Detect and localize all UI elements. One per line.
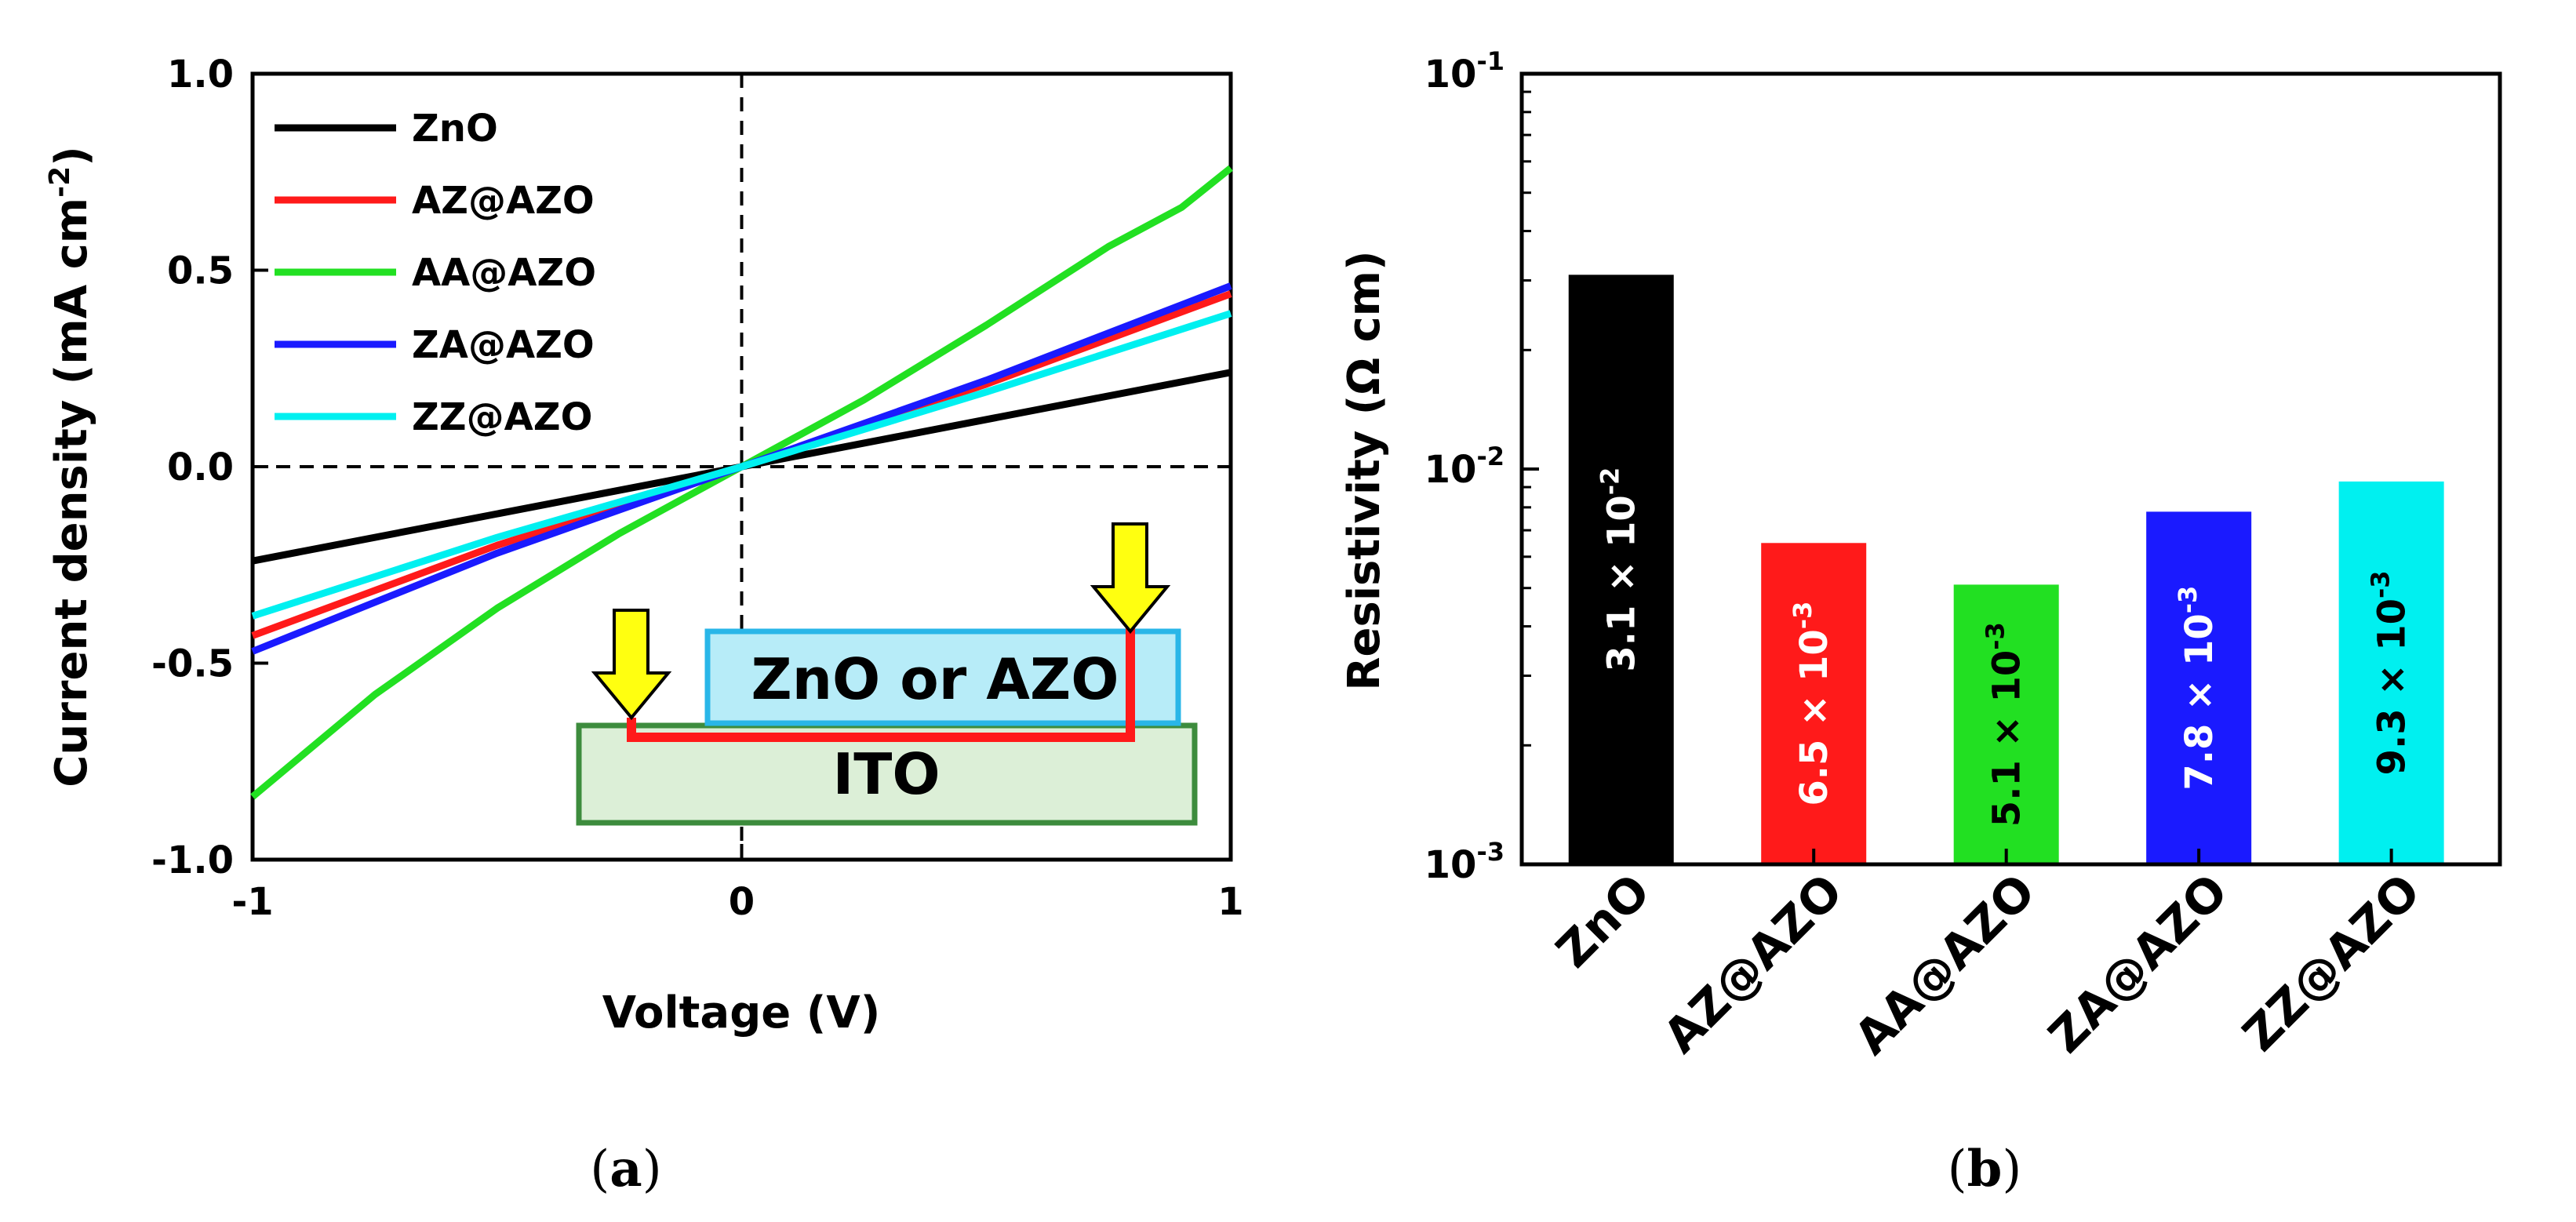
bar-value-label: 5.1 × 10-3 (1981, 622, 2029, 827)
category-label: AZ@AZO (1654, 864, 1854, 1064)
probe-arrow-left-icon (591, 609, 672, 721)
series-line-aa-azo (250, 165, 1233, 800)
zno-azo-label: ZnO or AZO (751, 646, 1119, 712)
plot-b-ticks: 10-3 10-2 10-1 (1424, 46, 2393, 887)
y-tick-label: 0.0 (167, 446, 234, 489)
category-label: ZZ@AZO (2232, 864, 2431, 1062)
bar-value-label: 9.3 × 10-3 (2366, 570, 2414, 775)
series-line-zz-azo (251, 310, 1232, 620)
y-tick-label: -0.5 (151, 642, 234, 686)
x-tick-label: -1 (231, 880, 273, 924)
panel-b-caption: (b) (1948, 1140, 2022, 1198)
panel-a-caption: (a) (590, 1140, 661, 1198)
bar-za-azo (2146, 511, 2252, 864)
y-tick-label: 10-1 (1424, 46, 1504, 96)
device-schematic-inset: ITO ZnO or AZO (576, 522, 1198, 826)
plot-a-y-axis-title: Current density (mA cm-2) (44, 146, 97, 787)
y-tick-label: 1.0 (167, 53, 234, 96)
category-label: ZnO (1546, 864, 1661, 979)
ito-label: ITO (832, 741, 940, 807)
panel-a-iv-plot: -1 0 1 -1.0 -0.5 0.0 0.5 1.0 ZnO AZ@AZO AA@AZO ZA@… (44, 53, 1244, 1198)
bar-zz-azo (2338, 481, 2444, 864)
bar-zno (1568, 275, 1674, 864)
legend-label: ZA@AZO (412, 323, 595, 367)
panel-b-resistivity-bar-chart: 3.1 × 10-2 6.5 × 10-3 5.1 × 10-3 7.8 × 10-3… (1339, 46, 2502, 1198)
bar-aa-azo (1953, 584, 2059, 864)
y-tick-label: -1.0 (151, 838, 234, 882)
zero-reference-lines (253, 74, 1231, 860)
legend-label: AZ@AZO (412, 179, 595, 223)
y-tick-label: 0.5 (167, 249, 234, 293)
iv-series-group (250, 165, 1233, 800)
plot-b-y-axis-title: Resistivity (Ω cm) (1339, 250, 1390, 690)
probe-arrow-right-icon (1090, 522, 1171, 635)
category-label: ZA@AZO (2039, 864, 2239, 1064)
y-tick-label: 10-2 (1424, 442, 1504, 492)
y-tick-label: 10-3 (1424, 837, 1504, 887)
plot-a-x-axis-title: Voltage (V) (602, 987, 881, 1038)
bar-value-label: 7.8 × 10-3 (2173, 586, 2221, 791)
category-label: AA@AZO (1844, 864, 2046, 1065)
zno-azo-layer (704, 628, 1181, 726)
x-tick-label: 0 (729, 880, 755, 924)
legend-label: ZnO (412, 107, 498, 151)
bar-az-azo (1761, 543, 1867, 864)
legend-label: AA@AZO (412, 251, 596, 295)
x-tick-label: 1 (1217, 880, 1243, 924)
plot-a-ticks: -1 0 1 -1.0 -0.5 0.0 0.5 1.0 (151, 53, 1244, 924)
bar-value-label: 6.5 × 10-3 (1788, 602, 1836, 806)
legend-label: ZZ@AZO (412, 395, 592, 439)
legend: ZnO AZ@AZO AA@AZO ZA@AZO ZZ@AZO (275, 107, 596, 439)
bar-group: 3.1 × 10-2 6.5 × 10-3 5.1 × 10-3 7.8 × 10-3… (1568, 275, 2444, 864)
probe-wire (627, 624, 1135, 742)
bar-value-label: 3.1 × 10-2 (1595, 467, 1644, 672)
